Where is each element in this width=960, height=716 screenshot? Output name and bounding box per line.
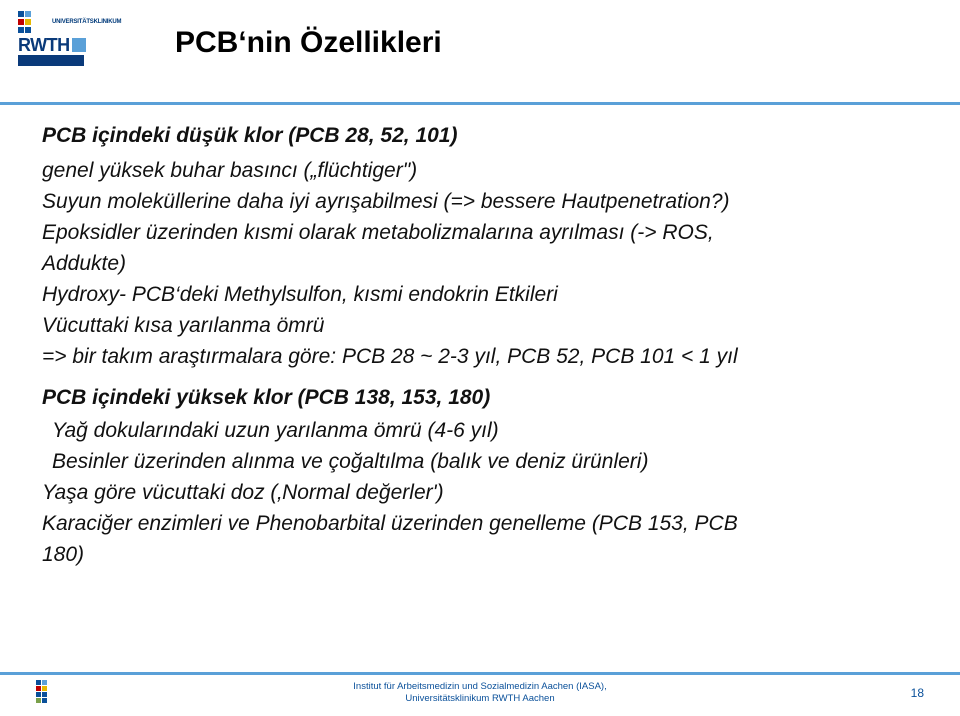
text-line: Suyun moleküllerine daha iyi ayrışabilme… bbox=[42, 188, 922, 217]
tail-line: Yaşa göre vücuttaki doz (‚Normal değerle… bbox=[42, 479, 922, 508]
uk-mark-icon bbox=[18, 11, 48, 33]
text-line: Addukte) bbox=[42, 250, 922, 279]
slide: UNIVERSITÄTSKLINIKUM RWTH PCB‘nin Özelli… bbox=[0, 0, 960, 716]
horizontal-rule bbox=[0, 102, 960, 105]
block-low-chlor: genel yüksek buhar basıncı („flüchtiger"… bbox=[42, 157, 922, 341]
block-high-chlor: Yağ dokularındaki uzun yarılanma ömrü (4… bbox=[52, 417, 922, 477]
page-number: 18 bbox=[911, 686, 924, 700]
aachen-squares-icon bbox=[18, 55, 148, 66]
text-line: Hydroxy- PCB‘deki Methylsulfon, kısmi en… bbox=[42, 281, 922, 310]
section-heading-high-chlor: PCB içindeki yüksek klor (PCB 138, 153, … bbox=[42, 384, 922, 413]
footer-rule bbox=[0, 672, 960, 675]
content-body: PCB içindeki düşük klor (PCB 28, 52, 101… bbox=[42, 122, 922, 570]
text-line: Epoksidler üzerinden kısmi olarak metabo… bbox=[42, 219, 922, 248]
rwth-text: RWTH bbox=[18, 36, 70, 54]
text-line: Besinler üzerinden alınma ve çoğaltılma … bbox=[52, 448, 922, 477]
rwth-square-icon bbox=[72, 38, 86, 52]
text-line: genel yüksek buhar basıncı („flüchtiger"… bbox=[42, 157, 922, 186]
slide-title: PCB‘nin Özellikleri bbox=[175, 26, 442, 60]
text-line: Vücuttaki kısa yarılanma ömrü bbox=[42, 312, 922, 341]
slide-footer: Institut für Arbeitsmedizin und Sozialme… bbox=[0, 672, 960, 716]
footer-line1: Institut für Arbeitsmedizin und Sozialme… bbox=[0, 681, 960, 693]
tail-line: 180) bbox=[42, 541, 922, 570]
uk-label-text: UNIVERSITÄTSKLINIKUM bbox=[52, 19, 121, 25]
logo-area: UNIVERSITÄTSKLINIKUM RWTH bbox=[18, 10, 148, 98]
conclusion-line: => bir takım araştırmalara göre: PCB 28 … bbox=[42, 343, 922, 372]
rwth-aachen-logo: RWTH bbox=[18, 36, 148, 66]
footer-line2: Universitätsklinikum RWTH Aachen bbox=[0, 693, 960, 705]
footer-institute-text: Institut für Arbeitsmedizin und Sozialme… bbox=[0, 681, 960, 705]
text-line: Yağ dokularındaki uzun yarılanma ömrü (4… bbox=[52, 417, 922, 446]
tail-line: Karaciğer enzimleri ve Phenobarbital üze… bbox=[42, 510, 922, 539]
section-heading-low-chlor: PCB içindeki düşük klor (PCB 28, 52, 101… bbox=[42, 122, 922, 151]
uk-aachen-logo: UNIVERSITÄTSKLINIKUM bbox=[18, 10, 148, 34]
